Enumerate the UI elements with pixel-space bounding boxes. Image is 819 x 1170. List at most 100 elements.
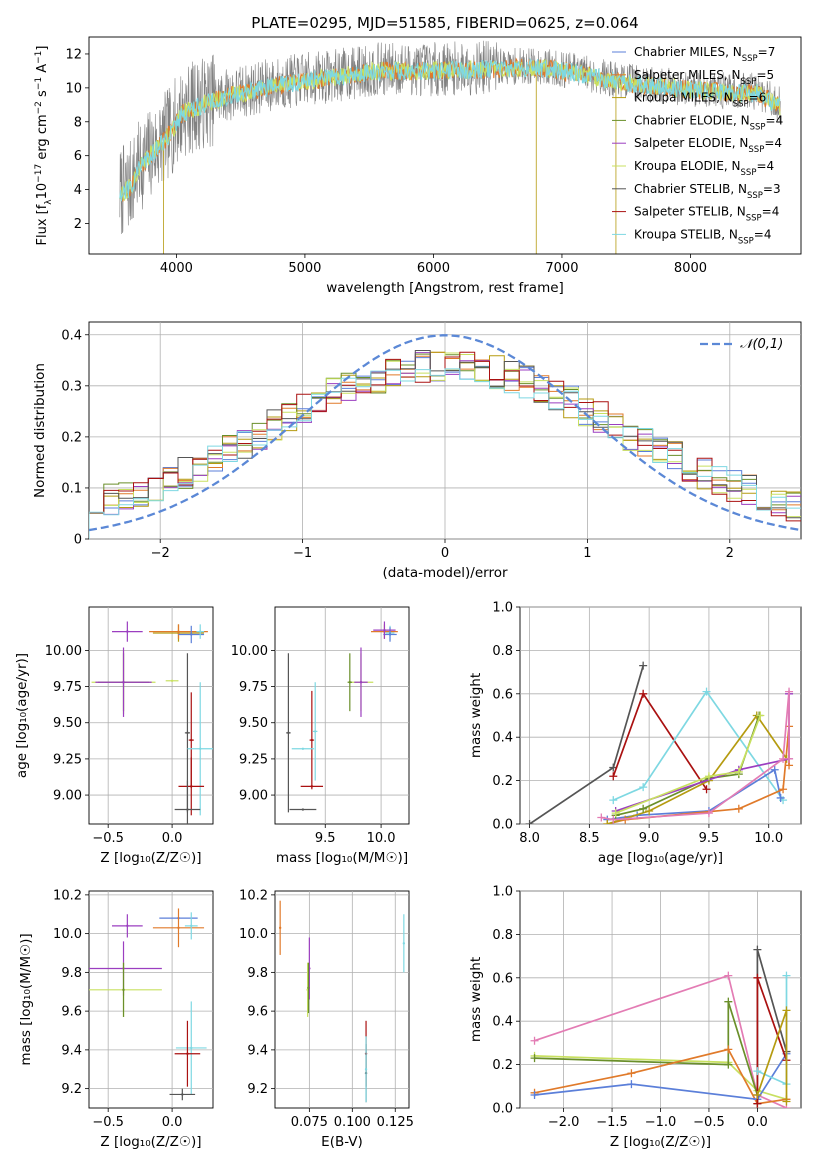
legend-label-value: 5 — [767, 68, 775, 82]
line-marker — [753, 1099, 762, 1108]
line-series — [607, 714, 788, 824]
legend-label: Kroupa STELIB, NSSP=4 — [634, 227, 772, 246]
line-marker — [753, 1067, 762, 1076]
line-marker — [611, 809, 620, 818]
line-series — [612, 690, 784, 801]
plot-frame — [274, 890, 410, 1109]
line-marker — [603, 820, 612, 824]
line-marker — [639, 804, 648, 813]
y-axis-label-part: s — [35, 90, 50, 101]
x-tick-label: 7000 — [545, 261, 578, 276]
legend-label-eq: = — [763, 182, 773, 196]
line-marker — [609, 815, 618, 824]
y-tick-label: 12 — [65, 47, 82, 62]
y-axis-label-part: −1 — [34, 51, 44, 64]
line-marker — [724, 997, 733, 1006]
y-tick-label: 0.0 — [492, 1102, 513, 1117]
y-tick-label: 9.8 — [61, 966, 82, 981]
legend-label-value: 4 — [767, 159, 775, 173]
y-tick-label: 0.3 — [61, 379, 82, 394]
errorbar-point — [122, 988, 125, 992]
errorbar-point — [186, 731, 189, 735]
line-marker — [609, 772, 618, 781]
legend-label-eq: = — [756, 68, 766, 82]
line-series — [756, 1010, 788, 1102]
legend-label-name: Salpeter ELODIE — [634, 136, 732, 150]
x-tick-label: −0.5 — [92, 1115, 124, 1130]
legend-label-n: , N — [730, 182, 747, 196]
y-tick-label: 0.1 — [61, 481, 82, 496]
errorbar-point — [287, 731, 290, 735]
mass-weight-vs-age-panel: 8.0 8.5 9.0 9.5 10.0 0.0 0.2 0.4 0.6 0.8 1.0 age [l… — [468, 601, 802, 866]
y-axis-label-part: ] — [35, 46, 50, 51]
legend-label-n: , N — [716, 91, 733, 105]
x-axis-label: mass [log₁₀(M/M☉)] — [276, 850, 408, 866]
errorbar-point — [126, 630, 129, 633]
y-tick-label: 6 — [74, 149, 82, 164]
x-tick-label: 5000 — [288, 261, 321, 276]
errorbar-point — [199, 630, 202, 633]
normal-curve — [89, 334, 801, 532]
errorbar-point — [177, 630, 180, 633]
spectrum-model-line — [119, 57, 781, 202]
legend-label: Salpeter ELODIE, NSSP=4 — [634, 136, 782, 155]
y-tick-label: 0.8 — [492, 928, 513, 943]
errorbar-point — [307, 986, 310, 990]
errorbar-point — [190, 785, 193, 788]
y-tick-label: 9.75 — [53, 680, 82, 695]
y-axis-label: age [log₁₀(age/yr)] — [14, 653, 30, 778]
y-tick-label: 10.00 — [45, 644, 82, 659]
errorbar-point — [310, 738, 314, 742]
y-axis-label: mass weight — [468, 673, 484, 758]
plot-frame — [88, 890, 214, 1109]
legend-label-eq: = — [749, 91, 759, 105]
line-series — [607, 768, 782, 821]
line-marker — [785, 754, 794, 763]
errorbar-point — [190, 1046, 193, 1050]
x-tick-label: 4000 — [160, 261, 193, 276]
x-tick-label: 6000 — [417, 261, 450, 276]
errorbar-point — [383, 628, 386, 632]
errorbar-point — [402, 942, 406, 945]
legend-label-name: Kroupa ELODIE — [634, 159, 724, 173]
y-tick-label: 0 — [74, 533, 82, 548]
line-series — [615, 715, 760, 817]
residuals-panel: −2 −1 0 1 2 0 0.1 0.2 0.3 0.4 (data-model)/error No… — [32, 321, 802, 581]
errorbar-point — [301, 808, 305, 811]
legend-label-name: Salpeter MILES — [634, 68, 724, 82]
errorbar-point — [301, 747, 305, 750]
line-marker — [779, 785, 788, 794]
y-tick-label: 8 — [74, 115, 82, 130]
y-axis-label-part: −2 — [34, 101, 44, 114]
errorbar-point — [359, 681, 363, 684]
y-tick-label: 0.4 — [61, 328, 82, 343]
legend-label: Salpeter STELIB, NSSP=4 — [634, 205, 779, 224]
legend-label-sub: SSP — [750, 122, 766, 132]
y-tick-label: 9.8 — [247, 966, 268, 981]
y-tick-label: 9.50 — [239, 716, 268, 731]
x-axis-label: (data-model)/error — [382, 565, 508, 581]
plot-area — [89, 908, 207, 1101]
y-tick-label: 0.8 — [492, 644, 513, 659]
line-marker — [724, 1060, 733, 1069]
line-marker — [782, 971, 791, 980]
y-tick-label: 9.75 — [239, 680, 268, 695]
line-series — [612, 691, 708, 790]
x-tick-label: −1.0 — [645, 1115, 677, 1130]
errorbar-point — [186, 808, 189, 811]
line-marker — [530, 1090, 539, 1099]
y-tick-label: 10.2 — [53, 888, 82, 903]
figure-title: PLATE=0295, MJD=51585, FIBERID=0625, z=0… — [251, 14, 638, 32]
x-tick-label: 9.0 — [639, 831, 660, 846]
y-tick-label: 4 — [74, 183, 82, 198]
line-marker — [776, 793, 785, 802]
y-tick-label: 0.2 — [492, 1058, 513, 1073]
legend-label-name: Chabrier STELIB — [634, 182, 730, 196]
legend-label: Salpeter MILES, NSSP=5 — [634, 68, 774, 87]
legend-label: Chabrier ELODIE, NSSP=4 — [634, 113, 783, 132]
legend-label: Kroupa MILES, NSSP=6 — [634, 91, 766, 110]
x-axis-label: wavelength [Angstrom, rest frame] — [326, 280, 564, 296]
age-vs-metallicity-panel: −0.5 0.0 9.00 9.25 9.50 9.75 10.00 Z [log₁₀(Z/Z… — [14, 606, 214, 866]
y-axis-label-part: 10 — [35, 183, 50, 200]
x-tick-label: −1.5 — [596, 1115, 628, 1130]
